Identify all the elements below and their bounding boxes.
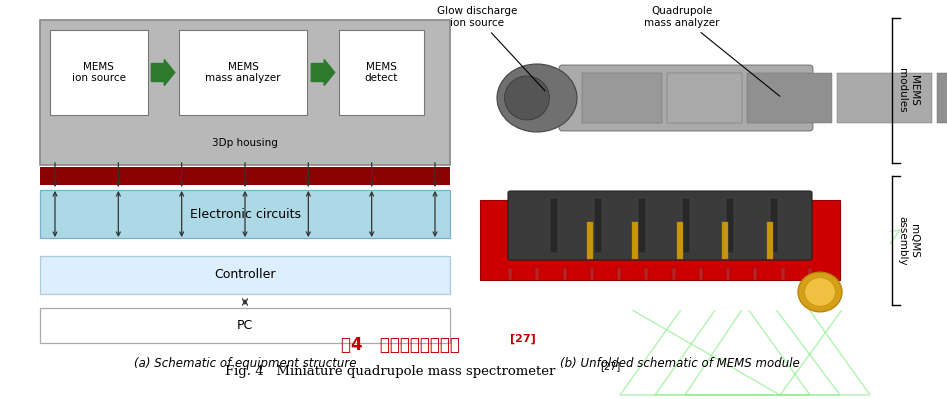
- Ellipse shape: [798, 272, 842, 312]
- FancyBboxPatch shape: [780, 268, 785, 280]
- FancyBboxPatch shape: [550, 198, 558, 253]
- FancyBboxPatch shape: [508, 268, 512, 280]
- FancyBboxPatch shape: [638, 198, 646, 253]
- FancyBboxPatch shape: [40, 167, 450, 185]
- Text: [27]: [27]: [510, 334, 536, 344]
- Text: Faraday cup detector: Faraday cup detector: [0, 398, 1, 399]
- Text: Fig. 4   Miniature quadrupole mass spectrometer: Fig. 4 Miniature quadrupole mass spectro…: [224, 365, 555, 379]
- FancyBboxPatch shape: [480, 200, 840, 280]
- FancyBboxPatch shape: [179, 30, 308, 115]
- FancyBboxPatch shape: [808, 268, 812, 280]
- FancyBboxPatch shape: [677, 222, 683, 259]
- Ellipse shape: [805, 278, 835, 306]
- FancyBboxPatch shape: [767, 222, 773, 259]
- FancyArrow shape: [152, 59, 175, 85]
- FancyBboxPatch shape: [682, 198, 690, 253]
- FancyBboxPatch shape: [50, 30, 148, 115]
- FancyBboxPatch shape: [40, 256, 450, 294]
- FancyBboxPatch shape: [667, 73, 742, 123]
- FancyBboxPatch shape: [339, 30, 424, 115]
- Text: mQMS
assembly: mQMS assembly: [897, 216, 919, 265]
- Text: (a) Schematic of equipment structure: (a) Schematic of equipment structure: [134, 357, 356, 370]
- Text: Electronic circuits: Electronic circuits: [189, 207, 300, 221]
- FancyBboxPatch shape: [40, 190, 450, 238]
- FancyBboxPatch shape: [747, 73, 832, 123]
- FancyBboxPatch shape: [644, 268, 649, 280]
- FancyBboxPatch shape: [671, 268, 675, 280]
- Text: PC: PC: [237, 319, 253, 332]
- Text: [27]: [27]: [600, 361, 620, 371]
- FancyBboxPatch shape: [563, 268, 566, 280]
- Ellipse shape: [505, 76, 549, 120]
- FancyBboxPatch shape: [40, 308, 450, 343]
- FancyBboxPatch shape: [594, 198, 602, 253]
- Text: (b) Unfolded schematic of MEMS module: (b) Unfolded schematic of MEMS module: [560, 357, 800, 370]
- FancyBboxPatch shape: [582, 73, 662, 123]
- Text: Controller: Controller: [214, 269, 276, 282]
- Text: MEMS
modules: MEMS modules: [897, 68, 919, 113]
- FancyBboxPatch shape: [699, 268, 703, 280]
- FancyBboxPatch shape: [617, 268, 621, 280]
- FancyBboxPatch shape: [722, 222, 728, 259]
- FancyBboxPatch shape: [559, 65, 813, 131]
- Text: Glow discharge
ion source: Glow discharge ion source: [437, 6, 545, 91]
- Text: MEMS
detect: MEMS detect: [365, 62, 398, 83]
- FancyBboxPatch shape: [726, 198, 734, 253]
- Text: Quadrupole
mass analyzer: Quadrupole mass analyzer: [644, 6, 779, 96]
- Text: 图4   微型四极杆质谱仪: 图4 微型四极杆质谱仪: [341, 336, 459, 354]
- Ellipse shape: [497, 64, 577, 132]
- FancyBboxPatch shape: [754, 268, 758, 280]
- FancyBboxPatch shape: [937, 73, 947, 123]
- Text: MEMS
mass analyzer: MEMS mass analyzer: [205, 62, 281, 83]
- FancyBboxPatch shape: [587, 222, 593, 259]
- FancyBboxPatch shape: [468, 173, 890, 310]
- FancyBboxPatch shape: [770, 198, 778, 253]
- FancyBboxPatch shape: [632, 222, 638, 259]
- Text: 3Dp housing: 3Dp housing: [212, 138, 277, 148]
- Text: MEMS
ion source: MEMS ion source: [72, 62, 126, 83]
- FancyBboxPatch shape: [726, 268, 730, 280]
- FancyBboxPatch shape: [508, 191, 812, 260]
- FancyBboxPatch shape: [590, 268, 594, 280]
- FancyBboxPatch shape: [837, 73, 932, 123]
- FancyArrow shape: [312, 59, 334, 85]
- FancyBboxPatch shape: [468, 10, 890, 168]
- FancyBboxPatch shape: [40, 20, 450, 165]
- FancyBboxPatch shape: [535, 268, 539, 280]
